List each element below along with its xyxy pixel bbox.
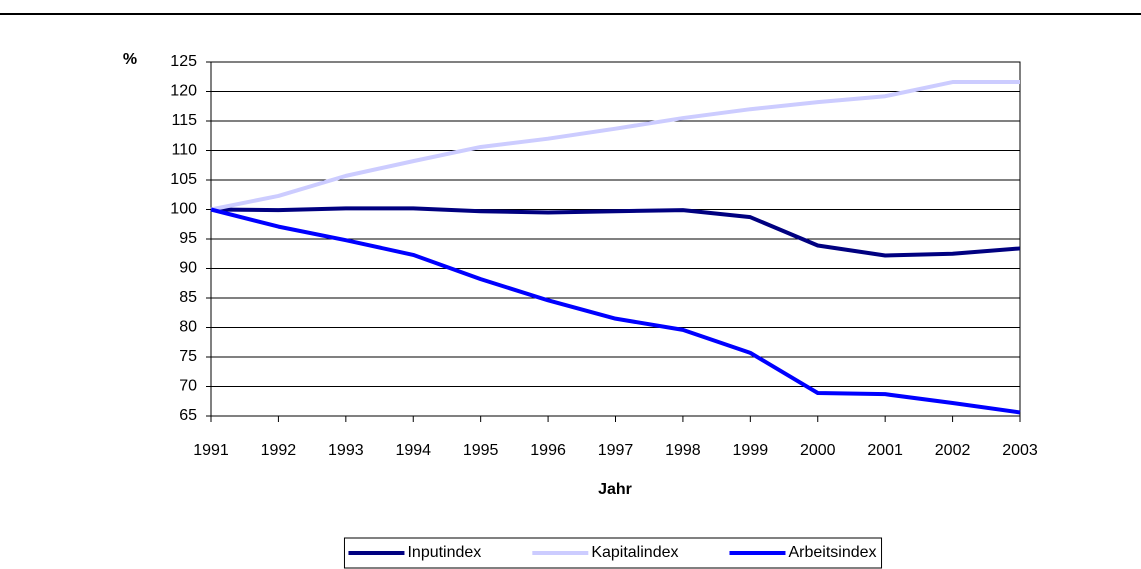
y-tick-label: 80: [179, 319, 197, 336]
legend-box: [343, 537, 883, 569]
x-tick-label: 1998: [665, 442, 701, 459]
x-tick-label: 2002: [935, 442, 971, 459]
x-tick-label: 1999: [733, 442, 769, 459]
x-axis-label: Jahr: [598, 481, 632, 498]
y-tick-label: 85: [179, 289, 197, 306]
legend-label: Kapitalindex: [591, 544, 678, 561]
x-tick-label: 1994: [395, 442, 431, 459]
y-tick-label: 125: [170, 53, 197, 70]
y-tick-label: 100: [170, 201, 197, 218]
series-line: [210, 207, 1021, 415]
x-tick-label: 1993: [328, 442, 364, 459]
y-tick-label: 120: [170, 83, 197, 100]
series-line: [210, 206, 1021, 258]
plot-border: [210, 61, 1021, 417]
x-tick-label: 2001: [867, 442, 903, 459]
y-tick-label: 90: [179, 260, 197, 277]
x-tick-label: 1995: [463, 442, 499, 459]
x-tick-label: 2003: [1002, 442, 1038, 459]
y-tick-label: 115: [171, 112, 197, 129]
y-tick-label: 75: [179, 348, 197, 365]
y-tick-label: 95: [179, 230, 197, 247]
y-tick-label: 65: [179, 407, 197, 424]
legend-label: Inputindex: [407, 544, 481, 561]
x-tick-label: 1992: [261, 442, 297, 459]
y-tick-label: 110: [171, 142, 197, 159]
series-line: [210, 80, 1020, 212]
y-tick-label: 105: [170, 171, 197, 188]
x-tick-label: 1996: [530, 442, 566, 459]
x-tick-label: 1997: [598, 442, 634, 459]
x-tick-label: 2000: [800, 442, 836, 459]
legend-label: Arbeitsindex: [788, 544, 876, 561]
x-tick-label: 1991: [193, 442, 229, 459]
y-axis-label: %: [123, 51, 137, 68]
y-tick-label: 70: [179, 378, 197, 395]
